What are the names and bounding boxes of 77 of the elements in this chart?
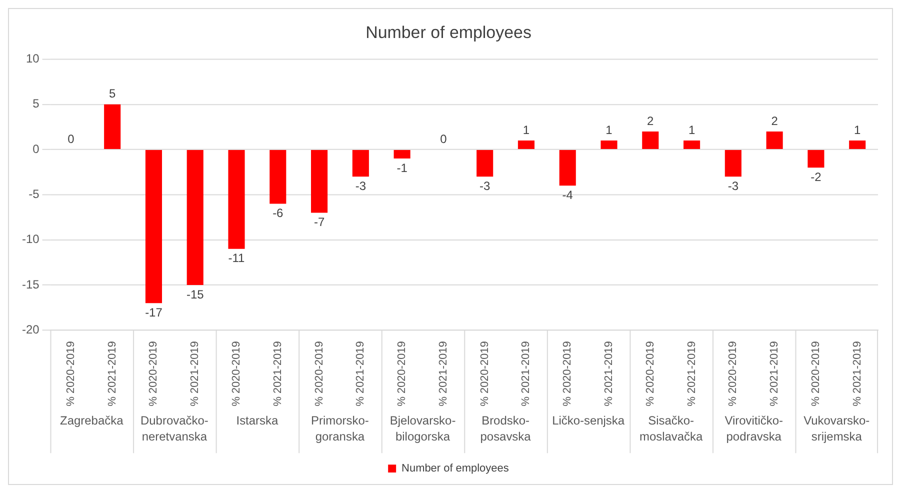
x-tick-label: % 2021-2019 — [272, 341, 284, 406]
bar — [394, 150, 410, 159]
data-label: -17 — [145, 305, 163, 320]
x-tick-label: % 2020-2019 — [644, 341, 656, 406]
data-label: 0 — [68, 132, 75, 146]
y-tick-label: -20 — [22, 322, 40, 336]
x-tick-label: % 2021-2019 — [106, 341, 118, 406]
text: Istarska — [236, 414, 278, 428]
y-tick-label: 10 — [26, 52, 40, 66]
bar — [186, 150, 204, 286]
chart-title: Number of employees — [366, 22, 532, 42]
x-tick-label: % 2020-2019 — [64, 341, 77, 406]
x-tick-label: % 2020-2019 — [478, 341, 491, 406]
x-tick-label: % 2020-2019 — [396, 341, 408, 406]
x-tick-label: % 2021-2019 — [354, 341, 367, 406]
text: Virovitičko-podravska — [724, 414, 784, 444]
x-tick-label: % 2020-2019 — [148, 341, 160, 406]
data-label: 1 — [606, 122, 613, 137]
bar — [600, 140, 618, 150]
data-label: -15 — [186, 287, 204, 302]
x-tick-label: % 2021-2019 — [189, 341, 202, 406]
y-tick-label: 0 — [32, 142, 40, 156]
y-tick-label: 5 — [32, 96, 40, 111]
bar — [849, 140, 866, 150]
text: Zagrebačka — [60, 414, 124, 428]
text: Brodsko-posavska — [480, 414, 532, 444]
x-tick-label: % 2021-2019 — [686, 341, 698, 406]
bar — [228, 150, 245, 249]
x-tick-label: % 2020-2019 — [230, 341, 243, 406]
x-tick-label: % 2021-2019 — [437, 341, 450, 406]
text: Sisačko-moslavačka — [639, 414, 704, 444]
x-tick-label: % 2021-2019 — [768, 341, 781, 406]
text: Dubrovačko-neretvanska — [140, 414, 208, 444]
data-label: -1 — [396, 160, 408, 175]
data-label: -3 — [480, 178, 490, 193]
data-label: 2 — [771, 114, 778, 128]
data-label: 2 — [647, 114, 654, 128]
x-tick-label: % 2020-2019 — [810, 341, 822, 406]
data-label: 1 — [522, 122, 530, 137]
bar — [642, 131, 659, 150]
bar — [766, 131, 783, 150]
bar — [352, 150, 369, 177]
data-label: -3 — [355, 178, 366, 193]
text: Vukovarsko-srijemska — [804, 414, 870, 444]
bar — [559, 150, 576, 186]
bar — [518, 140, 534, 150]
x-tick-label: % 2020-2019 — [562, 341, 574, 406]
bar — [684, 140, 700, 150]
x-tick-label: % 2020-2019 — [727, 341, 740, 406]
x-tick-label: % 2021-2019 — [520, 341, 532, 406]
y-tick-label: -15 — [22, 277, 40, 292]
data-label: -2 — [810, 170, 822, 184]
bar — [808, 150, 824, 168]
data-label: 1 — [688, 122, 696, 137]
data-label: -4 — [562, 188, 574, 202]
data-label: -6 — [272, 206, 284, 220]
text: Bjelovarsko-bilogorska — [390, 414, 456, 444]
bar — [311, 150, 328, 213]
x-tick-label: % 2021-2019 — [603, 341, 616, 406]
data-label: -7 — [314, 215, 325, 230]
y-tick-label: -5 — [28, 187, 40, 201]
legend-label: Number of employees — [402, 462, 510, 475]
text: Ličko-senjska — [552, 414, 625, 428]
bar — [476, 150, 494, 177]
bar — [724, 150, 742, 177]
y-tick-label: -10 — [22, 232, 40, 246]
text: Primorsko-goranska — [311, 414, 369, 444]
bar — [104, 104, 121, 150]
x-tick-label: % 2021-2019 — [851, 341, 864, 406]
data-label: -11 — [228, 251, 246, 266]
x-tick-label: % 2020-2019 — [313, 341, 326, 406]
bar — [270, 150, 286, 204]
data-label: -3 — [728, 178, 739, 193]
data-label: 0 — [440, 132, 448, 146]
data-label: 5 — [109, 86, 116, 101]
data-label: 1 — [854, 122, 862, 137]
bar — [145, 150, 162, 304]
